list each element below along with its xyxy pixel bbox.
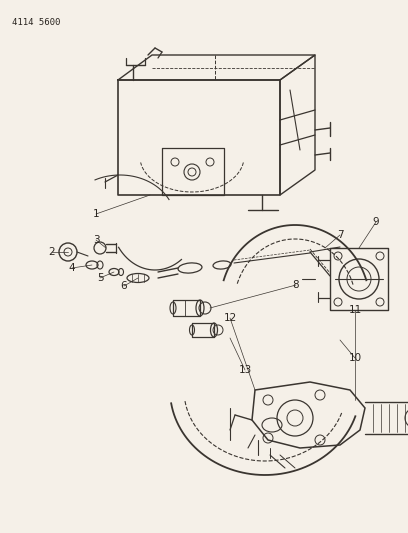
- Text: 8: 8: [293, 280, 299, 290]
- Text: 6: 6: [121, 281, 127, 291]
- Text: 10: 10: [348, 353, 361, 363]
- Text: 5: 5: [97, 273, 103, 283]
- Text: 4: 4: [69, 263, 75, 273]
- Text: 9: 9: [373, 217, 379, 227]
- Polygon shape: [252, 382, 365, 448]
- Text: 12: 12: [223, 313, 237, 323]
- Text: 7: 7: [337, 230, 343, 240]
- Text: 1: 1: [93, 209, 99, 219]
- Text: 13: 13: [238, 365, 252, 375]
- Text: 2: 2: [49, 247, 55, 257]
- Text: 3: 3: [93, 235, 99, 245]
- Text: 11: 11: [348, 305, 361, 315]
- Text: 4114 5600: 4114 5600: [12, 18, 60, 27]
